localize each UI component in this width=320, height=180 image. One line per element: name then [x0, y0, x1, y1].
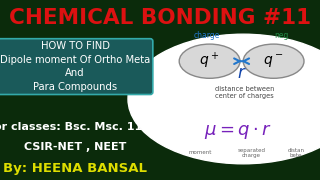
Text: $r$: $r$ — [237, 65, 246, 82]
Text: CHEMICAL BONDING #11: CHEMICAL BONDING #11 — [9, 8, 311, 28]
Text: By: HEENA BANSAL: By: HEENA BANSAL — [3, 162, 147, 175]
Text: $q^-$: $q^-$ — [263, 53, 284, 70]
Text: separated
charge: separated charge — [237, 148, 265, 158]
Text: HOW TO FIND
Dipole moment Of Ortho Meta
And
Para Compounds: HOW TO FIND Dipole moment Of Ortho Meta … — [0, 41, 150, 92]
Text: moment: moment — [188, 150, 212, 156]
Text: charge: charge — [193, 31, 220, 40]
Text: $\mu = q \cdot r$: $\mu = q \cdot r$ — [204, 122, 273, 141]
Text: $q^+$: $q^+$ — [199, 51, 220, 71]
Text: For classes: Bsc. Msc. 11th ,: For classes: Bsc. Msc. 11th , — [0, 122, 164, 132]
Text: distance between
center of charges: distance between center of charges — [215, 86, 275, 99]
Circle shape — [243, 44, 304, 78]
Text: distan
bete: distan bete — [287, 148, 305, 158]
Text: CSIR-NET , NEET: CSIR-NET , NEET — [24, 142, 126, 152]
Circle shape — [128, 34, 320, 164]
Text: neg: neg — [275, 31, 289, 40]
Circle shape — [179, 44, 240, 78]
